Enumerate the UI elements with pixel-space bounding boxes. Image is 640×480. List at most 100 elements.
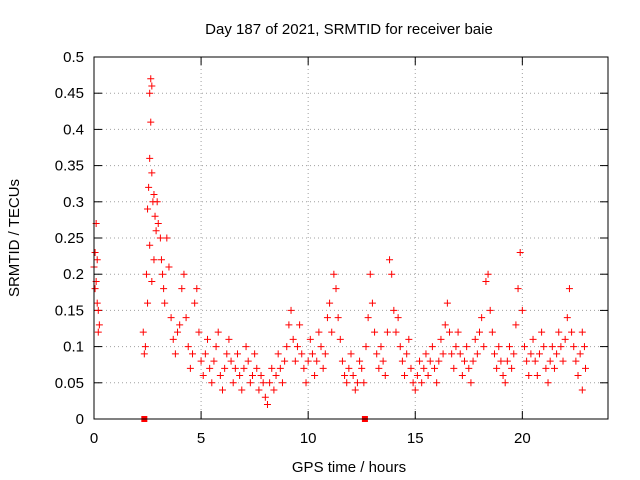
data-point (148, 82, 156, 90)
data-point (383, 328, 391, 336)
data-point (223, 350, 231, 358)
data-point (148, 169, 156, 177)
data-point (407, 364, 415, 372)
data-point (476, 328, 483, 336)
data-point (151, 212, 159, 220)
data-point (360, 379, 368, 387)
data-point (358, 364, 366, 372)
data-point (197, 357, 205, 365)
data-point (231, 364, 239, 372)
data-point (323, 314, 331, 322)
data-point (221, 364, 229, 372)
data-point (371, 328, 379, 336)
plot-frame (93, 56, 609, 420)
data-point (246, 379, 254, 387)
data-point (216, 372, 224, 380)
data-point (148, 277, 156, 285)
data-point (251, 350, 259, 358)
data-point (366, 270, 374, 278)
data-point (518, 306, 526, 314)
data-point (458, 372, 466, 380)
data-point (180, 270, 188, 278)
data-point (152, 227, 160, 235)
data-point (542, 364, 550, 372)
data-point (533, 372, 541, 380)
data-point (328, 328, 336, 336)
data-point (420, 364, 428, 372)
tick-labels: 0 0.05 0.1 0.15 0.2 0.25 0.3 0.35 0.4 0.45 0.5 0 5 10… (55, 49, 531, 447)
data-point (274, 350, 282, 358)
y-tick-label: 0.3 (63, 194, 84, 211)
y-tick-label: 0.35 (55, 158, 84, 175)
data-point (452, 343, 460, 351)
data-point (424, 372, 432, 380)
data-point (212, 343, 220, 351)
data-point (261, 393, 269, 401)
data-point (298, 350, 306, 358)
data-point (93, 299, 101, 307)
data-point (95, 321, 103, 329)
data-point (499, 372, 507, 380)
y-tick-label: 0.25 (55, 230, 84, 247)
data-point (349, 372, 357, 380)
data-point (311, 372, 319, 380)
data-point (392, 328, 400, 336)
y-tick-label: 0.1 (63, 339, 84, 356)
data-point (248, 372, 256, 380)
data-point (439, 350, 447, 358)
data-point (236, 372, 244, 380)
data-point (289, 335, 297, 343)
data-point (178, 285, 186, 293)
data-point (563, 314, 571, 322)
data-point (578, 386, 586, 394)
data-point (443, 299, 451, 307)
y-axis-label: SRMTID / TECUs (6, 179, 23, 297)
data-point (426, 357, 434, 365)
data-point (142, 270, 150, 278)
data-point (140, 350, 148, 358)
data-point (368, 299, 376, 307)
data-point (238, 386, 246, 394)
data-point (501, 379, 509, 387)
data-point (461, 357, 469, 365)
data-point (293, 343, 301, 351)
data-point (281, 357, 289, 365)
data-point (356, 357, 364, 365)
data-point (278, 379, 286, 387)
data-point (174, 328, 182, 336)
data-point (488, 328, 496, 336)
data-point (565, 285, 573, 293)
data-point (559, 357, 567, 365)
data-point (156, 234, 164, 242)
data-point (377, 343, 385, 351)
data-point (540, 343, 548, 351)
data-point (512, 321, 520, 329)
data-point (413, 372, 421, 380)
data-point (409, 379, 417, 387)
data-point (182, 314, 190, 322)
y-tick-label: 0.5 (63, 49, 84, 66)
data-point (570, 343, 578, 351)
data-point (163, 234, 171, 242)
data-point (315, 328, 323, 336)
data-point (186, 364, 194, 372)
data-point (495, 343, 503, 351)
data-point (210, 357, 218, 365)
data-point (208, 379, 216, 387)
data-point (321, 350, 329, 358)
data-point (497, 357, 505, 365)
data-point (206, 364, 214, 372)
data-point (416, 357, 424, 365)
data-point (362, 343, 370, 351)
data-point (257, 372, 265, 380)
data-point (184, 343, 192, 351)
data-point (169, 335, 177, 343)
data-point (191, 299, 199, 307)
data-point (578, 328, 586, 336)
data-point (345, 364, 353, 372)
data-point (336, 335, 344, 343)
data-point (147, 75, 155, 83)
data-point (157, 256, 165, 264)
data-point (396, 343, 404, 351)
